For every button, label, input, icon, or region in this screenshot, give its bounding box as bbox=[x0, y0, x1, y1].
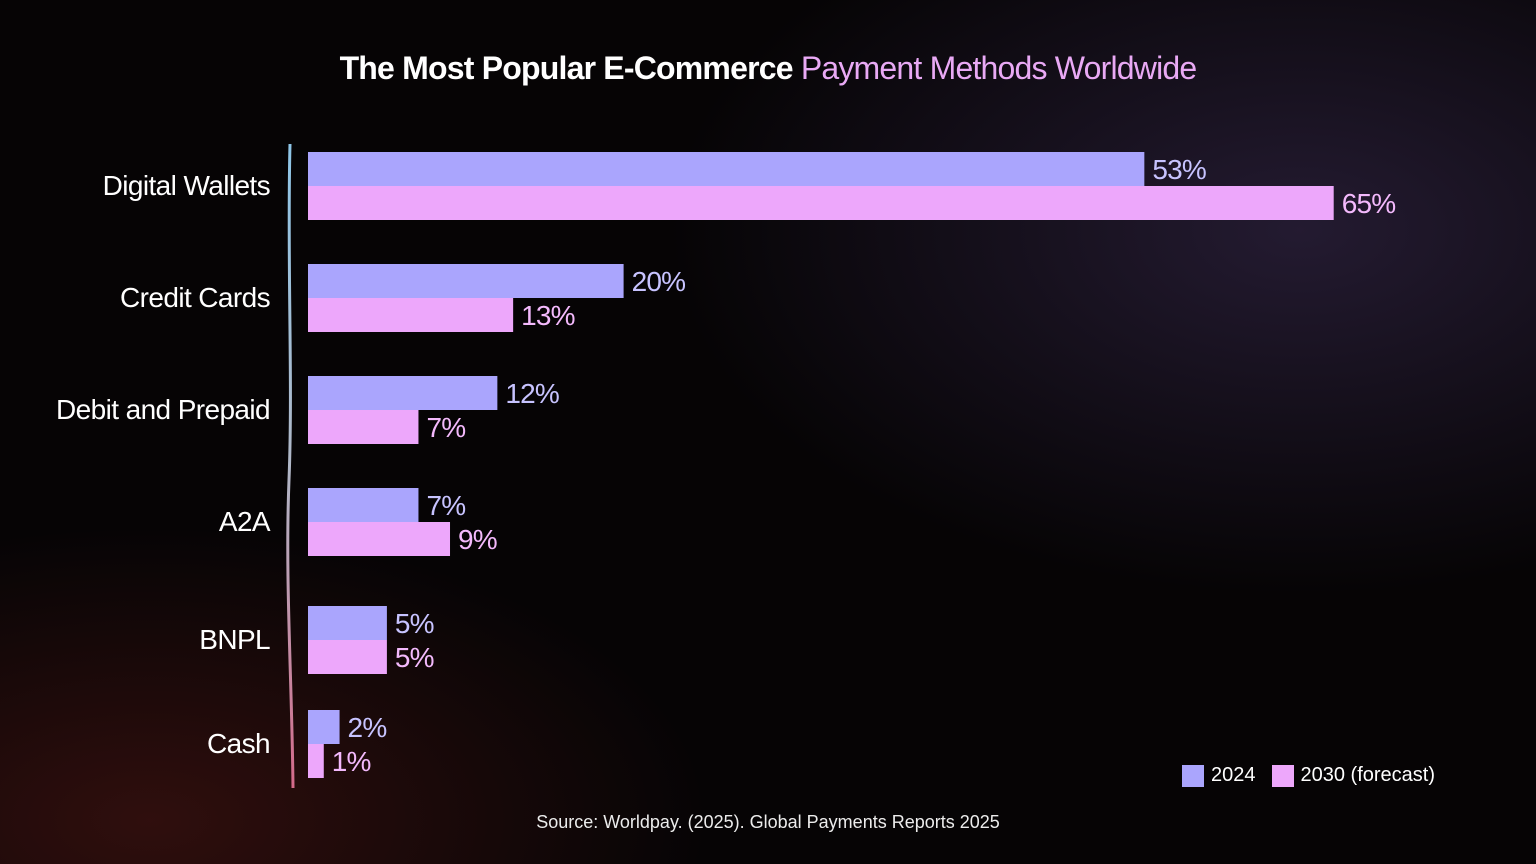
bar-2030 bbox=[308, 522, 451, 556]
category-label: Credit Cards bbox=[120, 282, 270, 313]
bar-2030 bbox=[308, 640, 387, 674]
data-label: 53% bbox=[1152, 154, 1206, 185]
legend-swatch-2030 bbox=[1271, 764, 1294, 787]
data-label: 5% bbox=[395, 608, 434, 639]
data-label: 2% bbox=[348, 712, 387, 743]
chart-title-accent: Payment Methods Worldwide bbox=[800, 50, 1197, 86]
bar-2024 bbox=[308, 376, 498, 410]
chart-title-main: The Most Popular E-Commerce bbox=[339, 50, 794, 86]
bar-2030 bbox=[308, 298, 514, 332]
data-label: 13% bbox=[521, 300, 575, 331]
data-label: 20% bbox=[632, 266, 686, 297]
data-label: 12% bbox=[505, 378, 559, 409]
category-label: Digital Wallets bbox=[103, 170, 270, 201]
data-label: 1% bbox=[332, 746, 371, 777]
bar-2024 bbox=[308, 606, 387, 640]
legend-label-2024: 2024 bbox=[1211, 764, 1256, 786]
bar-2024 bbox=[308, 264, 624, 298]
bar-2030 bbox=[308, 410, 419, 444]
chart-title: The Most Popular E-Commerce Payment Meth… bbox=[0, 50, 1536, 87]
bar-2024 bbox=[308, 152, 1145, 186]
data-label: 5% bbox=[395, 642, 434, 673]
data-label: 65% bbox=[1342, 188, 1396, 219]
category-label: BNPL bbox=[199, 624, 270, 655]
legend: 2024 2030 (forecast) bbox=[1182, 764, 1443, 787]
data-label: 7% bbox=[426, 490, 465, 521]
legend-label-2030: 2030 (forecast) bbox=[1300, 764, 1436, 786]
category-label: Debit and Prepaid bbox=[56, 394, 270, 425]
data-label: 7% bbox=[426, 412, 465, 443]
source-note: Source: Worldpay. (2025). Global Payment… bbox=[536, 812, 1000, 832]
legend-item-2024: 2024 bbox=[1182, 764, 1256, 787]
data-label: 9% bbox=[458, 524, 497, 555]
bar-2030 bbox=[308, 744, 324, 778]
legend-item-2030: 2030 (forecast) bbox=[1271, 764, 1436, 787]
bar-2024 bbox=[308, 488, 419, 522]
bar-2030 bbox=[308, 186, 1334, 220]
bar-2024 bbox=[308, 710, 340, 744]
y-axis-line bbox=[286, 143, 295, 789]
category-label: Cash bbox=[207, 728, 270, 759]
category-label: A2A bbox=[219, 506, 271, 537]
legend-swatch-2024 bbox=[1182, 764, 1204, 787]
